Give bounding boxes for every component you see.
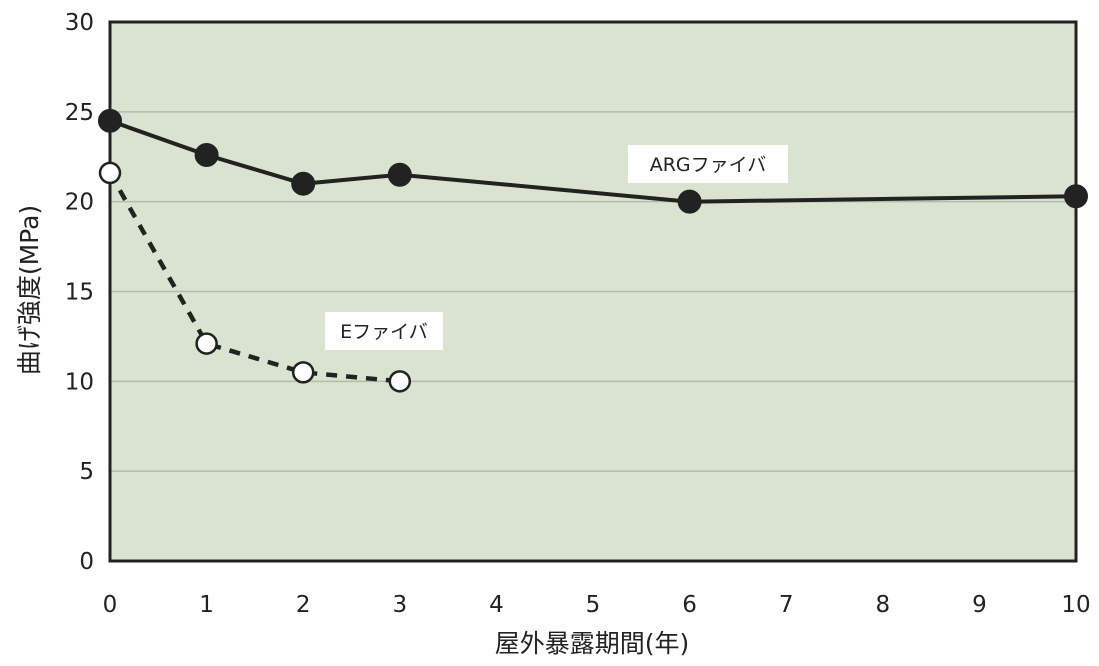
x-tick-label: 3 xyxy=(392,592,407,618)
series-lines xyxy=(108,118,1077,384)
y-tick-label: 25 xyxy=(65,100,94,126)
y-tick-label: 20 xyxy=(65,190,94,216)
y-axis-title: 曲げ強度(MPa) xyxy=(15,205,44,375)
y-tick-label: 0 xyxy=(79,549,94,575)
plot-border xyxy=(108,20,1078,563)
x-axis-ticks: 0 1 2 3 4 5 6 7 8 9 10 xyxy=(103,592,1091,618)
x-tick-label: 7 xyxy=(779,592,794,618)
y-tick-label: 10 xyxy=(65,369,94,395)
x-tick-label: 8 xyxy=(875,592,890,618)
x-tick-label: 4 xyxy=(489,592,504,618)
y-tick-label: 15 xyxy=(65,280,94,306)
y-tick-label: 5 xyxy=(79,459,94,485)
x-tick-label: 6 xyxy=(682,592,697,618)
series-label-box xyxy=(628,145,788,183)
series-line-1 xyxy=(109,118,1077,204)
gridlines xyxy=(110,111,1076,472)
series-label-2: Eファイバ xyxy=(340,321,428,343)
x-tick-label: 1 xyxy=(199,592,214,618)
x-tick-label: 9 xyxy=(972,592,987,618)
data-point xyxy=(291,361,315,384)
series-labels: ARGファイバ Eファイバ xyxy=(325,145,788,350)
data-point xyxy=(98,161,122,185)
x-axis-title: 屋外暴露期間(年) xyxy=(495,629,690,658)
series-label-box xyxy=(325,312,443,350)
data-point xyxy=(387,162,412,187)
y-axis-ticks: 0 5 10 15 20 25 30 xyxy=(65,10,94,575)
y-tick-label: 30 xyxy=(65,10,94,36)
x-tick-label: 10 xyxy=(1061,592,1090,618)
data-point xyxy=(194,142,219,167)
data-point xyxy=(291,171,316,196)
series-line-2 xyxy=(108,171,401,384)
series-markers xyxy=(98,108,1088,393)
data-point xyxy=(195,332,218,355)
series-label-1: ARGファイバ xyxy=(650,154,767,176)
data-point xyxy=(1064,184,1088,209)
data-point xyxy=(98,108,122,133)
x-tick-label: 5 xyxy=(586,592,601,618)
x-tick-label: 2 xyxy=(296,592,311,618)
plot-frame xyxy=(108,20,1078,563)
data-point xyxy=(388,370,412,393)
x-tick-label: 0 xyxy=(103,592,118,618)
data-point xyxy=(677,189,702,214)
